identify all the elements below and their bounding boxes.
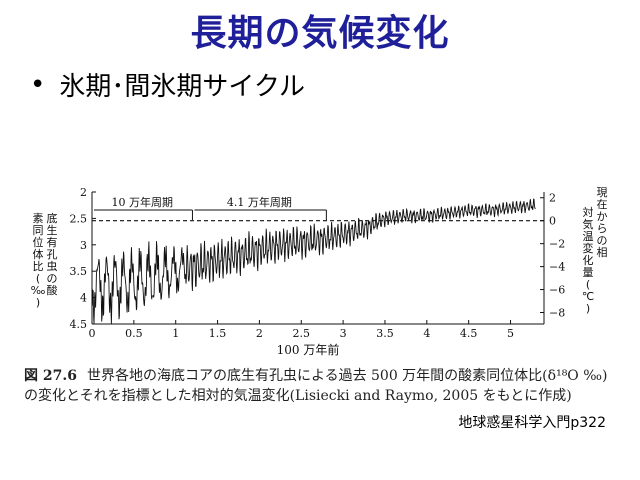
source-citation: 地球惑星科学入門p322 <box>458 415 606 431</box>
x-tick-label: 3.5 <box>376 327 394 340</box>
bullet-marker: • <box>30 69 46 100</box>
caption-text: 世界各地の海底コアの底生有孔虫による過去 500 万年間の酸素同位体比(δ¹⁸O… <box>24 368 608 404</box>
y-right-axis-label-cont: 対気温変化量(℃) <box>582 205 594 315</box>
y-left-axis-label-cont: 素同位体比(‰) <box>31 212 46 309</box>
y-right-axis-label: 現在からの相 <box>597 186 608 259</box>
x-axis-label: 100 万年前 <box>277 342 340 357</box>
y-right-tick-label: 2 <box>549 192 556 205</box>
y-right-tick-label: −2 <box>549 238 565 251</box>
figure-number: 図 27.6 <box>24 368 77 384</box>
x-tick-label: 4 <box>423 327 430 340</box>
x-tick-label: 2 <box>256 327 263 340</box>
x-tick-label: 5 <box>507 327 514 340</box>
slide-title: 長期の気候変化 <box>190 13 450 54</box>
annotation-label: 4.1 万年周期 <box>227 195 292 209</box>
figure-caption: 図 27.6 世界各地の海底コアの底生有孔虫による過去 500 万年間の酸素同位体… <box>24 366 612 406</box>
y-left-axis-label: 底生有孔虫の酸 <box>47 211 58 297</box>
y-right-tick-label: −8 <box>549 307 565 320</box>
x-tick-label: 2.5 <box>293 327 311 340</box>
y-right-tick-label: −6 <box>549 284 565 297</box>
y-right-tick-label: 0 <box>549 215 556 228</box>
series-line <box>91 198 536 325</box>
x-tick-label: 0 <box>89 327 96 340</box>
x-tick-label: 1 <box>172 327 179 340</box>
bullet-text: 氷期･間氷期サイクル <box>59 72 306 102</box>
y-left-tick-label: 3 <box>80 239 87 252</box>
oxygen-isotope-chart: 0 0.5 1 1.5 2 2.5 3 3.5 4 4.5 5 2 2.5 3 3.5 4 4.5 2 0 −2 −4 −… <box>31 186 608 357</box>
y-left-tick-label: 2.5 <box>70 212 88 225</box>
annotation-label: 10 万年周期 <box>111 195 173 209</box>
x-tick-label: 1.5 <box>209 327 227 340</box>
y-left-tick-label: 3.5 <box>70 265 88 278</box>
x-tick-label: 3 <box>340 327 347 340</box>
x-tick-label: 0.5 <box>125 327 143 340</box>
y-right-tick-label: −4 <box>549 261 565 274</box>
x-tick-label: 4.5 <box>460 327 478 340</box>
y-left-tick-label: 4 <box>80 292 87 305</box>
y-left-tick-label: 2 <box>80 186 87 199</box>
y-left-tick-label: 4.5 <box>70 318 88 331</box>
bullet-item: • 氷期･間氷期サイクル <box>30 66 305 103</box>
